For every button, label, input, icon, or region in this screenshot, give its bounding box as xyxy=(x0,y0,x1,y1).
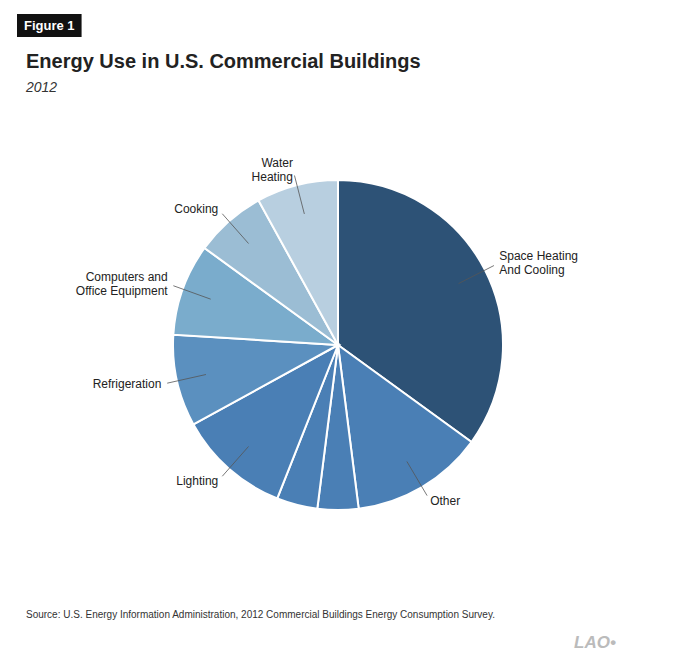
watermark: LAO• xyxy=(574,633,616,652)
labels: Space HeatingAnd Cooling Other Lighting Ref… xyxy=(76,156,578,508)
slice-label: WaterHeating xyxy=(252,156,293,184)
leader-line xyxy=(294,175,304,213)
slice-label: Space HeatingAnd Cooling xyxy=(499,249,578,277)
slice-label: Refrigeration xyxy=(93,377,162,391)
leader-line xyxy=(222,446,248,476)
pie-slice xyxy=(173,335,338,425)
figure-label-box xyxy=(17,14,82,37)
slice-label: Computers andOffice Equipment xyxy=(76,270,168,298)
leader-line xyxy=(173,286,210,299)
pie-slice xyxy=(338,345,471,509)
pie xyxy=(173,180,503,510)
leader-line xyxy=(222,214,248,244)
pie-slice xyxy=(259,180,338,345)
leader-line xyxy=(167,375,206,384)
leader-line xyxy=(407,461,427,495)
source: Source: U.S. Energy Information Administ… xyxy=(26,609,495,620)
slice-label: Other xyxy=(430,494,460,508)
leader-line xyxy=(459,266,494,284)
subtitle: 2012 xyxy=(25,79,57,95)
figure-label: Figure 1 xyxy=(24,18,75,33)
slice-label: Lighting xyxy=(176,474,218,488)
slice-label: Cooking xyxy=(174,202,218,216)
title: Energy Use in U.S. Commercial Buildings xyxy=(26,50,421,72)
chart: Figure 1 Energy Use in U.S. Commercial Bu… xyxy=(0,0,676,663)
figure-label-group: Figure 1 xyxy=(17,14,82,37)
